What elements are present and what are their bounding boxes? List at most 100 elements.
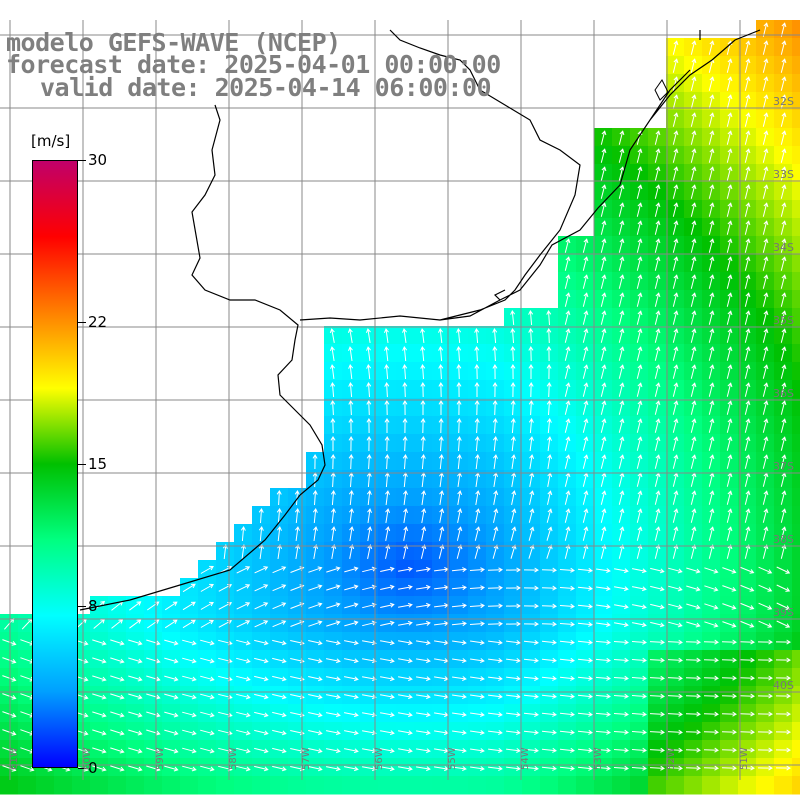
wind-arrow xyxy=(272,747,287,754)
wind-arrow xyxy=(469,567,485,573)
wind-arrow xyxy=(744,346,751,361)
wind-arrow xyxy=(236,765,251,772)
speed-cell xyxy=(324,632,343,651)
speed-cell xyxy=(306,722,325,741)
wind-arrow xyxy=(258,526,264,542)
speed-cell xyxy=(162,776,181,795)
wind-arrow xyxy=(164,639,179,646)
wind-arrow xyxy=(618,382,625,397)
speed-cell xyxy=(144,722,163,741)
colorbar-tick-label: 30 xyxy=(88,151,108,169)
wind-arrow xyxy=(344,620,359,627)
wind-arrow xyxy=(308,620,323,627)
speed-cell xyxy=(630,668,649,687)
speed-cell xyxy=(288,632,307,651)
wind-arrow xyxy=(636,310,643,325)
wind-arrow xyxy=(614,604,629,610)
wind-arrow xyxy=(600,508,607,523)
speed-cell xyxy=(72,776,91,795)
wind-arrow xyxy=(475,490,481,505)
wind-arrow xyxy=(330,490,336,506)
speed-cell xyxy=(270,722,289,741)
wind-arrow xyxy=(383,328,389,343)
speed-cell xyxy=(540,686,559,705)
wind-arrow xyxy=(110,711,125,718)
speed-cell xyxy=(756,686,775,705)
longitude-label: 55W xyxy=(447,747,458,770)
speed-cell xyxy=(180,758,199,777)
wind-arrow xyxy=(488,712,503,717)
wind-arrow xyxy=(614,568,629,574)
speed-cell xyxy=(792,398,800,417)
wind-arrow xyxy=(595,765,611,771)
wind-arrow xyxy=(164,675,179,682)
wind-arrow xyxy=(708,40,715,55)
wind-arrow xyxy=(672,508,679,523)
speed-cell xyxy=(324,596,343,615)
wind-arrow xyxy=(451,621,467,627)
wind-arrow xyxy=(541,639,557,645)
wind-arrow xyxy=(672,94,679,109)
wind-arrow xyxy=(780,76,787,91)
wind-arrow xyxy=(672,328,679,343)
wind-arrow xyxy=(775,675,791,681)
wind-arrow xyxy=(577,765,593,771)
wind-arrow xyxy=(672,292,679,307)
wind-arrow xyxy=(510,400,516,416)
wind-arrow xyxy=(200,675,215,682)
speed-cell xyxy=(360,632,379,651)
wind-arrow xyxy=(757,765,773,771)
speed-cell xyxy=(324,650,343,669)
wind-arrow xyxy=(600,112,607,127)
wind-arrow xyxy=(726,76,733,91)
speed-cell xyxy=(468,560,487,579)
speed-cell xyxy=(180,722,199,741)
speed-cell xyxy=(378,758,397,777)
wind-arrow xyxy=(690,76,697,91)
wind-arrow xyxy=(2,765,17,772)
wind-arrow xyxy=(488,748,503,753)
speed-cell xyxy=(792,92,800,111)
wind-arrow xyxy=(492,400,498,416)
wind-arrow xyxy=(739,693,755,699)
wind-arrow xyxy=(780,526,787,541)
wind-arrow xyxy=(326,748,341,754)
speed-cell xyxy=(720,740,739,759)
wind-arrow xyxy=(510,508,517,523)
wind-arrow xyxy=(254,639,269,646)
wind-arrow xyxy=(402,382,408,398)
speed-cell xyxy=(648,686,667,705)
wind-arrow xyxy=(776,620,791,628)
wind-arrow xyxy=(456,418,462,434)
speed-cell xyxy=(666,758,685,777)
wind-arrow xyxy=(726,490,733,505)
speed-cell xyxy=(648,632,667,651)
wind-arrow xyxy=(740,620,755,628)
wind-arrow xyxy=(452,712,467,718)
colorbar-tick-mark xyxy=(78,605,86,607)
wind-arrow xyxy=(488,658,503,663)
wind-arrow xyxy=(564,346,571,361)
wind-arrow xyxy=(739,711,755,717)
speed-cell xyxy=(558,578,577,597)
wind-arrow xyxy=(92,747,107,754)
speed-cell xyxy=(756,776,775,795)
wind-arrow xyxy=(451,585,467,591)
speed-cell xyxy=(612,668,631,687)
wind-arrow xyxy=(362,712,377,718)
wind-arrow xyxy=(398,694,413,700)
wind-arrow xyxy=(654,184,661,199)
wind-arrow xyxy=(690,130,697,145)
wind-arrow xyxy=(402,454,408,470)
wind-arrow xyxy=(582,256,589,271)
speed-cell xyxy=(756,722,775,741)
wind-arrow xyxy=(636,256,643,271)
wind-arrow xyxy=(600,274,607,289)
wind-arrow xyxy=(164,765,179,772)
wind-arrow xyxy=(631,765,647,771)
wind-arrow xyxy=(654,346,661,361)
speed-cell xyxy=(324,740,343,759)
speed-cell xyxy=(756,650,775,669)
speed-cell xyxy=(450,740,469,759)
